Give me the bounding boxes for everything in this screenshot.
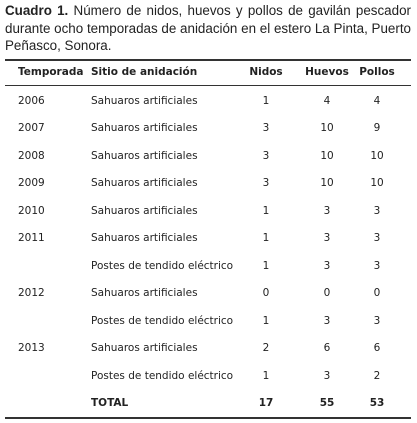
season-cell: 2011: [18, 232, 45, 245]
eggs-cell: 3: [323, 259, 331, 272]
header-cell: Temporada: [18, 66, 84, 78]
site-cell: Postes de tendido eléctrico: [91, 314, 234, 327]
eggs-cell: 3: [323, 314, 331, 327]
site-cell: Sahuaros artificiales: [91, 95, 198, 107]
chicks-cell: 2: [373, 369, 381, 382]
caption-text: Número de nidos, huevos y pollos de gavi…: [5, 3, 411, 53]
chicks-cell: 3: [373, 314, 381, 327]
nests-cell: 1: [262, 259, 270, 272]
eggs-cell: 55: [319, 396, 335, 409]
eggs-cell: 10: [320, 177, 334, 190]
nests-cell: 2: [262, 342, 270, 355]
eggs-cell: 4: [323, 95, 331, 107]
season-cell: 2010: [18, 204, 45, 217]
season-cell: 2006: [18, 95, 45, 107]
season-cell: 2007: [18, 122, 45, 135]
eggs-cell: 0: [323, 287, 331, 300]
chicks-cell: 3: [373, 204, 381, 217]
chicks-cell: 3: [373, 259, 381, 272]
nests-cell: 0: [262, 287, 270, 300]
nests-cell: 1: [262, 204, 270, 217]
season-cell: 2009: [18, 177, 45, 190]
nests-cell: 1: [262, 95, 270, 107]
site-cell: Sahuaros artificiales: [91, 287, 198, 300]
site-cell: Sahuaros artificiales: [91, 149, 198, 162]
site-cell: Postes de tendido eléctrico: [91, 259, 234, 272]
caption-label: Cuadro 1.: [5, 3, 69, 18]
eggs-cell: 10: [320, 122, 334, 135]
chicks-cell: 3: [373, 232, 381, 245]
nests-cell: 3: [262, 149, 270, 162]
site-cell: Sahuaros artificiales: [91, 232, 198, 245]
season-cell: 2008: [18, 149, 45, 162]
site-cell: TOTAL: [91, 396, 129, 409]
eggs-cell: 3: [323, 204, 331, 217]
header-cell: Pollos: [359, 66, 395, 78]
nests-cell: 3: [262, 177, 270, 190]
caption: Cuadro 1. Número de nidos, huevos y poll…: [5, 2, 411, 55]
chicks-cell: 10: [370, 177, 384, 190]
nests-cell: 1: [262, 314, 270, 327]
chicks-cell: 6: [373, 342, 381, 355]
header-cell: Sitio de anidación: [91, 66, 198, 78]
chicks-cell: 0: [373, 287, 381, 300]
site-cell: Sahuaros artificiales: [91, 122, 198, 135]
eggs-cell: 10: [320, 149, 334, 162]
site-cell: Sahuaros artificiales: [91, 342, 198, 355]
chicks-cell: 53: [369, 396, 385, 409]
nests-cell: 3: [262, 122, 270, 135]
season-cell: 2012: [18, 287, 45, 300]
chicks-cell: 4: [373, 95, 381, 107]
site-cell: Sahuaros artificiales: [91, 204, 198, 217]
eggs-cell: 3: [323, 369, 331, 382]
eggs-cell: 6: [323, 342, 331, 355]
bottom-rule: [5, 417, 411, 419]
nests-cell: 17: [258, 396, 274, 409]
header-rule: [5, 85, 411, 86]
header-cell: Huevos: [305, 66, 349, 78]
chicks-cell: 10: [370, 149, 384, 162]
site-cell: Sahuaros artificiales: [91, 177, 198, 190]
site-cell: Postes de tendido eléctrico: [91, 369, 234, 382]
eggs-cell: 3: [323, 232, 331, 245]
season-cell: 2013: [18, 342, 45, 355]
header-cell: Nidos: [249, 66, 283, 78]
top-rule: [5, 59, 411, 61]
nests-cell: 1: [262, 232, 270, 245]
chicks-cell: 9: [373, 122, 381, 135]
nests-cell: 1: [262, 369, 270, 382]
